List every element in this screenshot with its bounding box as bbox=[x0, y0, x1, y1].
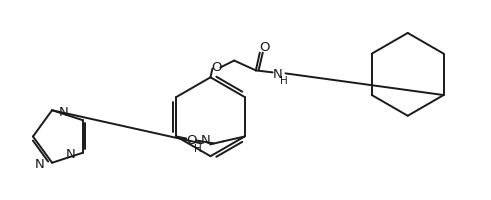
Text: N: N bbox=[200, 133, 210, 146]
Text: N: N bbox=[65, 147, 75, 160]
Text: H: H bbox=[279, 76, 287, 86]
Text: O: O bbox=[259, 41, 270, 54]
Text: N: N bbox=[59, 105, 69, 118]
Text: N: N bbox=[273, 68, 282, 80]
Text: O: O bbox=[211, 61, 221, 74]
Text: H: H bbox=[194, 144, 202, 154]
Text: N: N bbox=[34, 157, 44, 170]
Text: O: O bbox=[186, 133, 196, 146]
